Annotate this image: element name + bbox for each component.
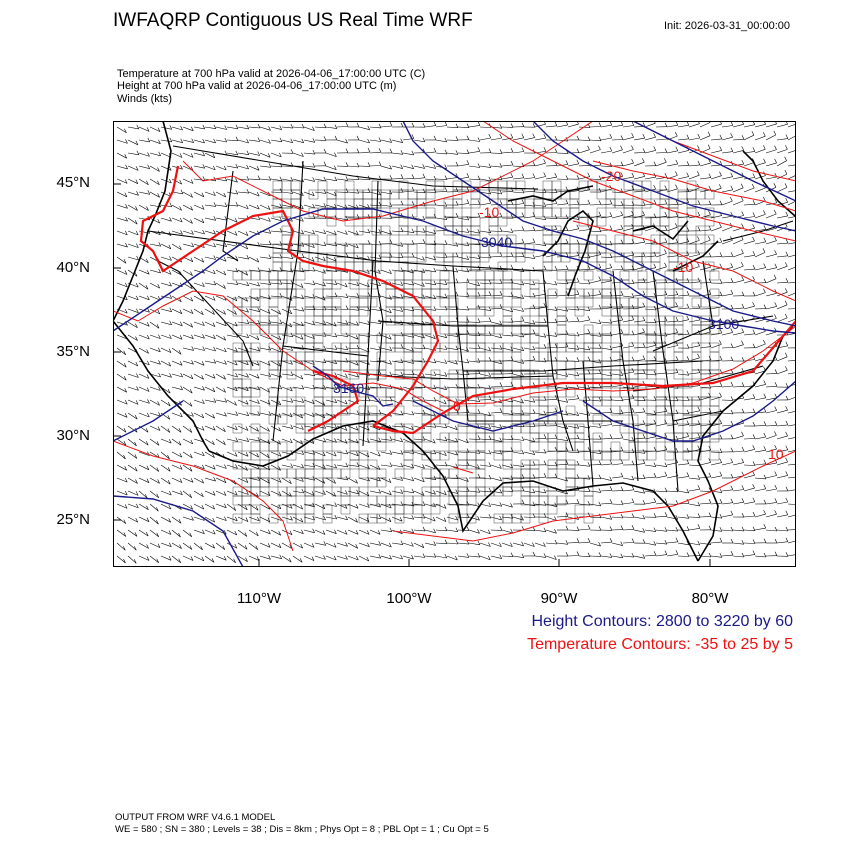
temp-label-0: 0: [453, 398, 461, 414]
temp-label-minus10a: -10: [479, 204, 499, 220]
subtitle-winds: Winds (kts): [117, 93, 172, 105]
lon-label-110w: 110°W: [236, 590, 282, 607]
model-info-line1: OUTPUT FROM WRF V4.6.1 MODEL: [115, 812, 276, 823]
height-label-3100: 3100: [708, 316, 739, 332]
lon-label-90w: 90°W: [540, 590, 578, 607]
temp-label-10: 10: [768, 446, 784, 462]
temp-label-minus10b: -10: [673, 259, 693, 275]
height-label-3040: 3040: [481, 234, 512, 250]
freezing-line-contour: [139, 165, 796, 435]
lat-label-25n: 25°N: [56, 511, 90, 528]
contour-labels: 3040 3160 3100 -20 -10 -10 0 10: [333, 168, 784, 462]
county-lines: [232, 180, 720, 524]
temp-label-minus20: -20: [601, 168, 621, 184]
height-contour-legend: Height Contours: 2800 to 3220 by 60: [531, 613, 793, 630]
lat-label-30n: 30°N: [56, 427, 90, 444]
lat-label-45n: 45°N: [56, 174, 90, 191]
lat-label-40n: 40°N: [56, 259, 90, 276]
height-contours: [113, 121, 796, 567]
map-svg: 3040 3160 3100 -20 -10 -10 0 10: [113, 121, 796, 567]
init-time: Init: 2026-03-31_00:00:00: [664, 20, 790, 32]
temperature-contour-legend: Temperature Contours: -35 to 25 by 5: [527, 636, 793, 653]
lat-label-35n: 35°N: [56, 343, 90, 360]
plot-title: IWFAQRP Contiguous US Real Time WRF: [113, 10, 473, 31]
subtitle-temperature: Temperature at 700 hPa valid at 2026-04-…: [117, 68, 426, 80]
subtitle-height: Height at 700 hPa valid at 2026-04-06_17…: [117, 80, 397, 92]
lon-label-80w: 80°W: [691, 590, 729, 607]
map-panel: 3040 3160 3100 -20 -10 -10 0 10: [113, 121, 796, 567]
model-info-line2: WE = 580 ; SN = 380 ; Levels = 38 ; Dis …: [115, 824, 489, 835]
wind-barbs: [116, 121, 796, 564]
lon-label-100w: 100°W: [386, 590, 432, 607]
height-label-3160: 3160: [333, 380, 364, 396]
